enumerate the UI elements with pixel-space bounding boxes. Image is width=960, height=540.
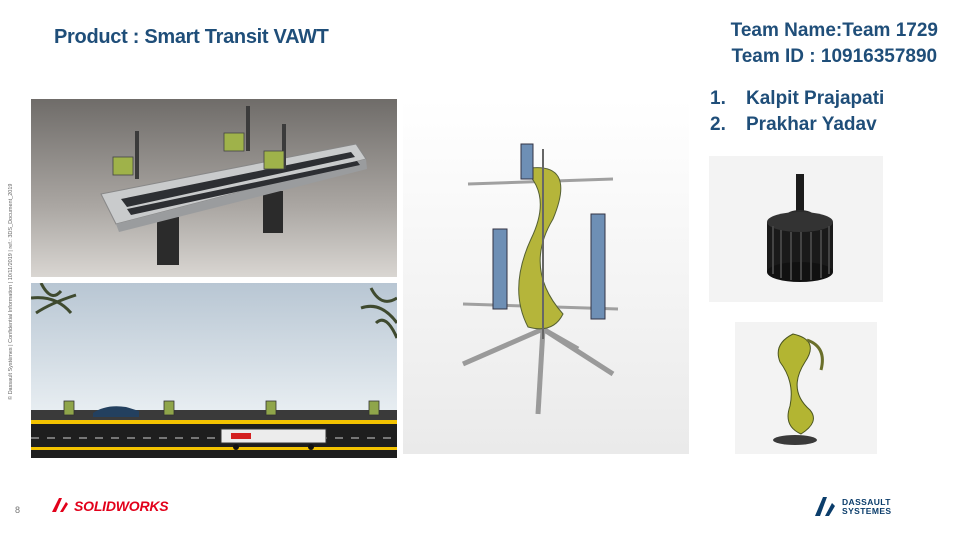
member-list: 1. Kalpit Prajapati 2. Prakhar Yadav [710, 86, 884, 138]
page-number: 8 [15, 505, 21, 515]
dassault-systemes-logo: DASSAULT SYSTEMES [812, 494, 892, 520]
member-item: 1. Kalpit Prajapati [710, 88, 885, 109]
rotor-part-image [709, 156, 883, 302]
ds-swoosh-icon [52, 498, 68, 512]
team-info: Team Name:Team 1729 Team ID : 1091635789… [731, 18, 938, 70]
member-item: 2. Prakhar Yadav [710, 114, 877, 135]
team-name: Team Name:Team 1729 [730, 20, 938, 41]
team-id: Team ID : 10916357890 [731, 46, 938, 67]
slide-title: Product : Smart Transit VAWT [54, 26, 329, 48]
solidworks-logo: SOLIDWORKS [50, 496, 169, 516]
confidential-side-text: © Dassault Systèmes | Confidential Infor… [8, 183, 14, 400]
bridge-render-image [31, 99, 397, 277]
road-scene-image [31, 283, 397, 458]
ds-mark-icon [815, 497, 835, 516]
vawt-render-image [403, 99, 689, 454]
helical-blade-image [735, 322, 877, 454]
